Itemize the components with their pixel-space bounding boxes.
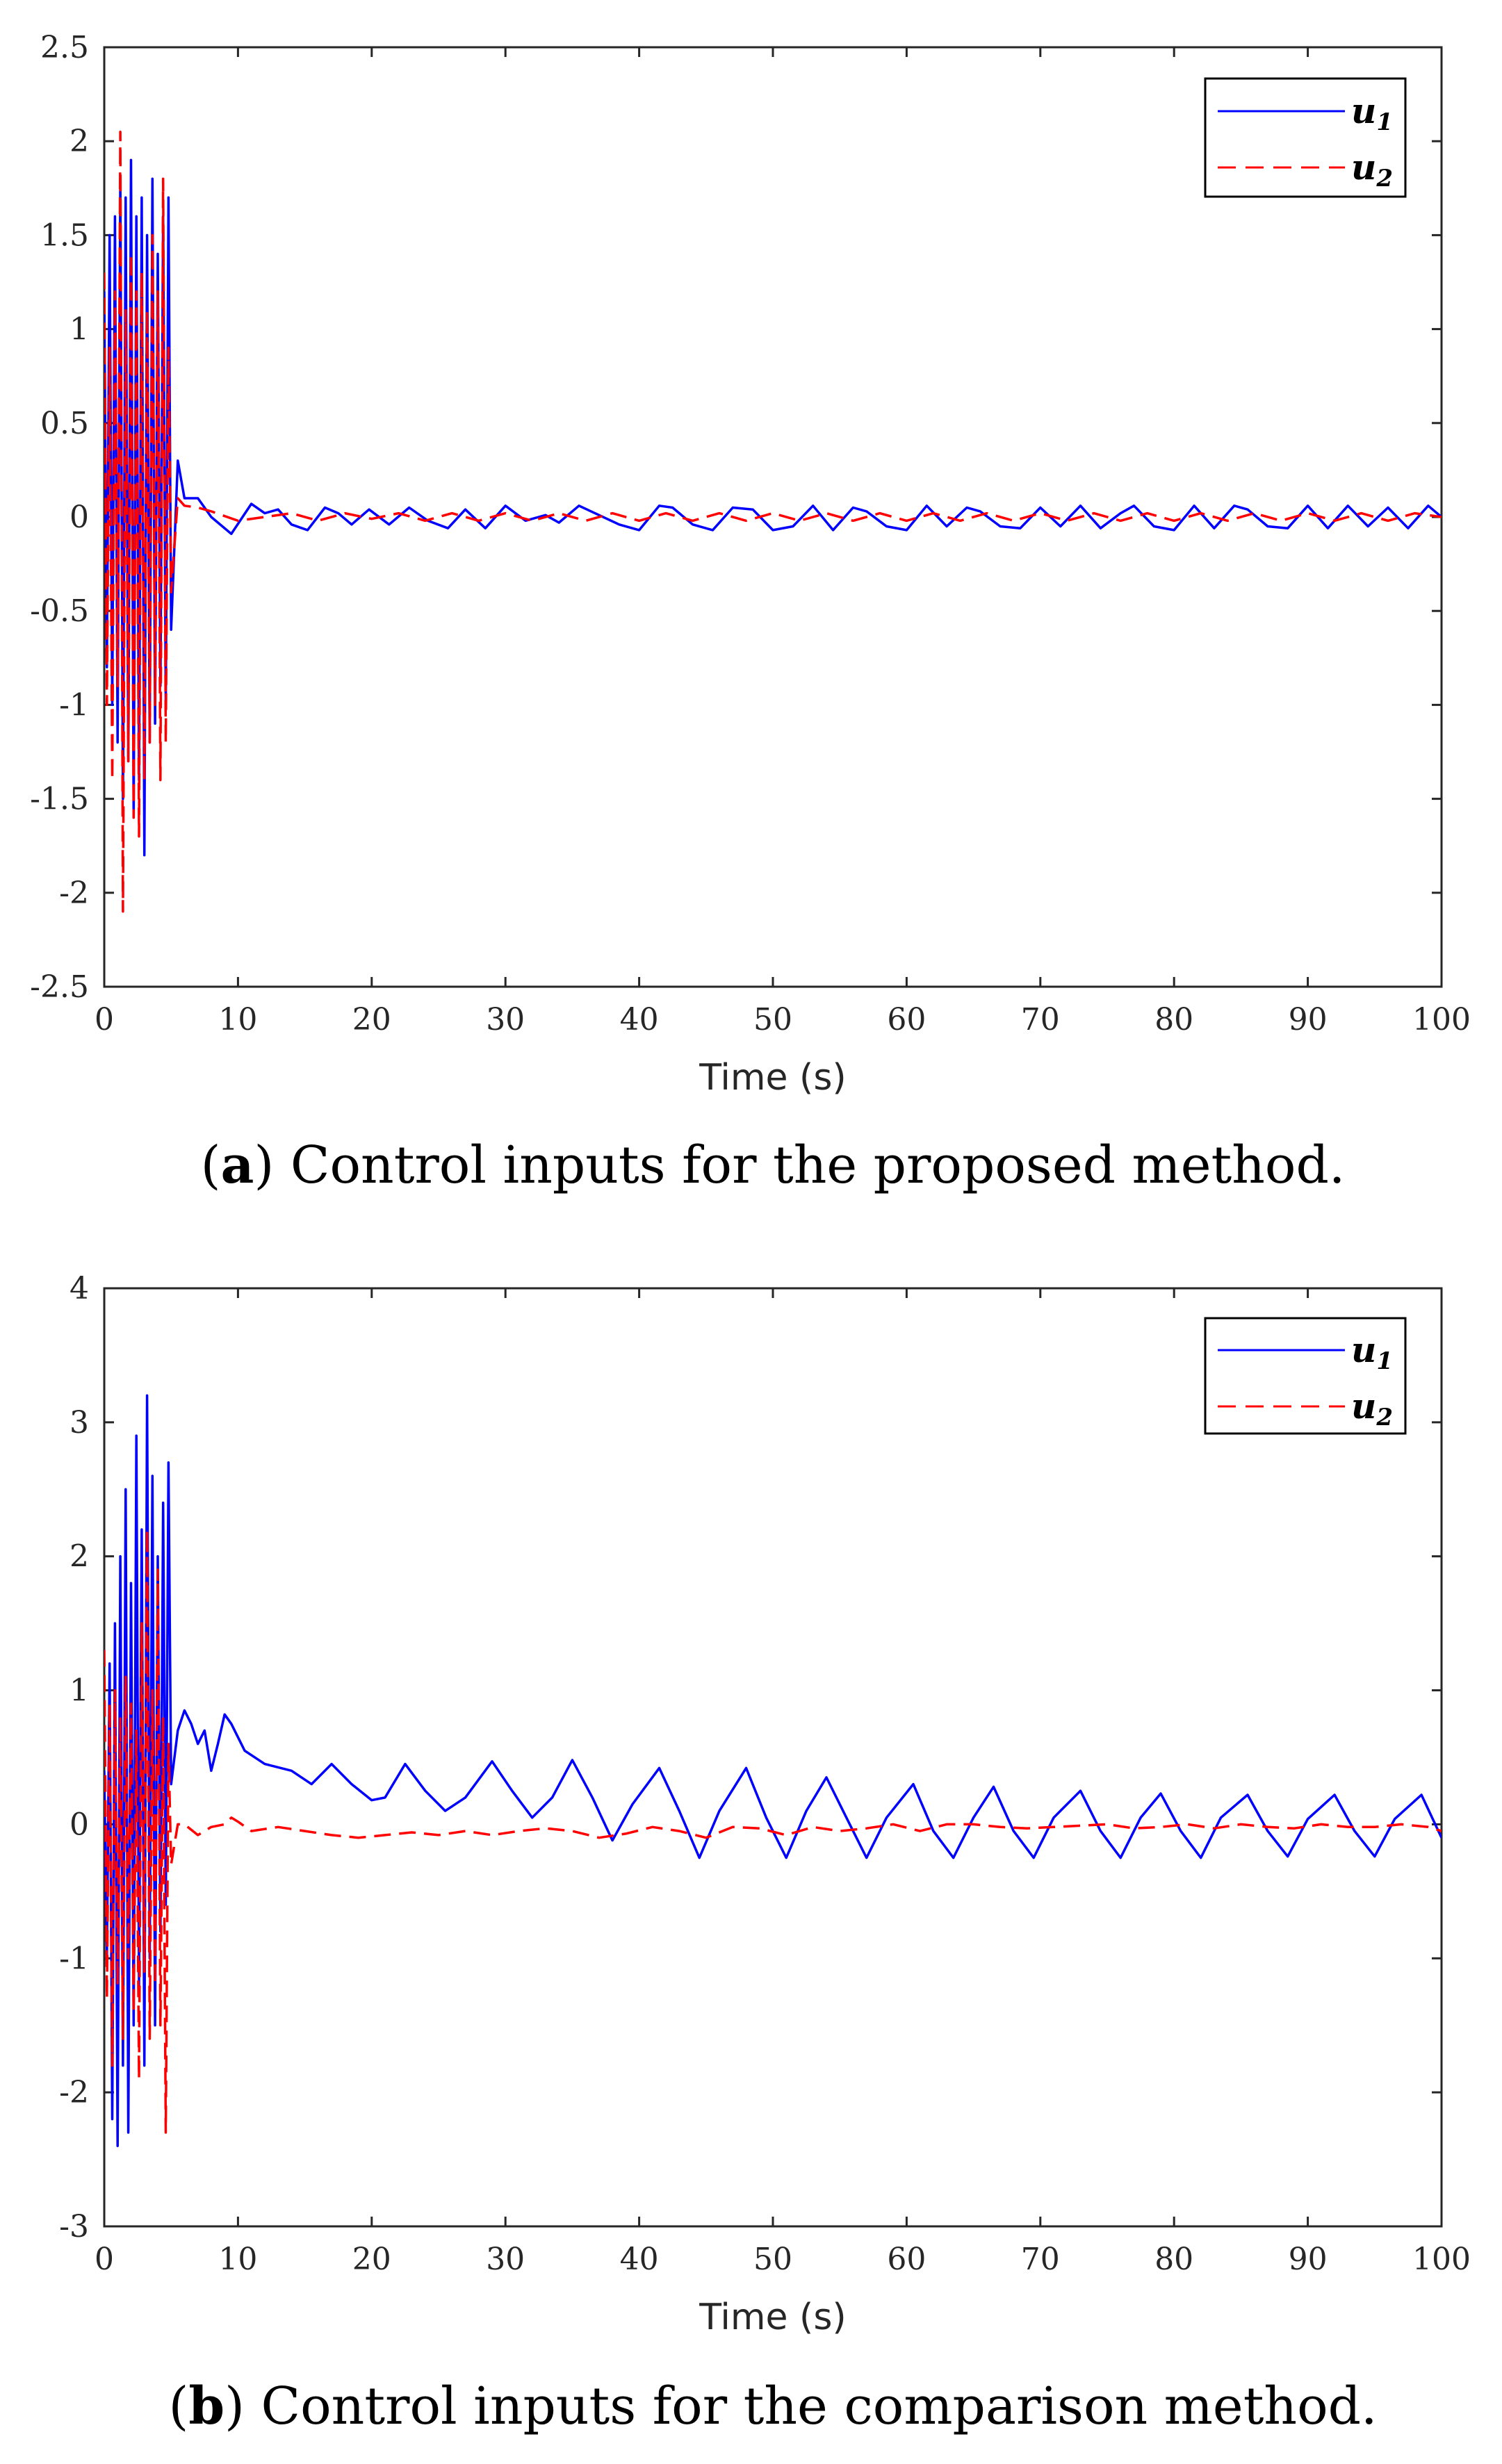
x-tick-label-b: 50	[753, 2242, 792, 2277]
x-tick-label-a: 50	[753, 1002, 792, 1037]
y-tick-label-b: -3	[59, 2209, 89, 2244]
x-axis-label-b: Time (s)	[699, 2297, 846, 2338]
x-tick-label-b: 30	[486, 2242, 525, 2277]
x-tick-label-a: 80	[1154, 1002, 1193, 1037]
plot-area-b	[103, 1287, 1443, 2228]
y-tick-label-a: 0.5	[40, 406, 89, 441]
y-tick-label-b: 2	[70, 1539, 89, 1575]
legend-label-u2-a: u2	[1351, 147, 1393, 192]
y-tick-label-a: 1.5	[40, 217, 89, 253]
y-tick-label-a: -1.5	[30, 782, 89, 817]
y-tick-label-a: -2.5	[30, 969, 89, 1005]
x-tick-label-b: 20	[352, 2242, 391, 2277]
chart-panel-a: 0 10 20 30 40 50 60 70 80 90 100 2.5 2 1.5 1 0.5 0 -0.5 -1…	[30, 30, 1471, 1195]
caption-a: (a) Control inputs for the proposed meth…	[201, 1135, 1346, 1195]
x-tick-label-a: 30	[486, 1002, 525, 1037]
x-tick-label-a: 0	[95, 1002, 114, 1037]
series-group-b	[104, 1394, 1442, 2148]
x-tick-label-b: 80	[1154, 2242, 1193, 2277]
x-tick-label-b: 90	[1289, 2242, 1328, 2277]
y-tick-label-a: -2	[59, 876, 89, 911]
axis-ticks-a: 0 10 20 30 40 50 60 70 80 90 100 2.5 2 1.5 1 0.5 0 -0.5 -1…	[30, 30, 1471, 1037]
x-tick-label-a: 10	[218, 1002, 257, 1037]
y-tick-label-b: -1	[59, 1941, 89, 1976]
x-tick-label-b: 100	[1412, 2242, 1471, 2277]
x-tick-label-a: 60	[887, 1002, 926, 1037]
x-tick-label-b: 60	[887, 2242, 926, 2277]
caption-b: (b) Control inputs for the comparison me…	[168, 2376, 1377, 2436]
x-tick-label-a: 40	[620, 1002, 659, 1037]
series-group-a	[104, 130, 1442, 913]
y-tick-label-a: 1	[70, 312, 89, 347]
y-tick-label-a: -0.5	[30, 593, 89, 629]
x-tick-label-b: 70	[1021, 2242, 1060, 2277]
x-tick-label-b: 40	[620, 2242, 659, 2277]
legend-label-u1-a: u1	[1351, 90, 1393, 136]
legend-b: u1 u2	[1204, 1317, 1407, 1435]
legend-a: u1 u2	[1204, 77, 1407, 198]
x-tick-label-b: 0	[95, 2242, 114, 2277]
y-tick-label-a: -1	[59, 687, 89, 723]
x-tick-label-a: 70	[1021, 1002, 1060, 1037]
legend-label-u1-b: u1	[1351, 1329, 1393, 1375]
x-tick-label-a: 90	[1289, 1002, 1328, 1037]
x-tick-label-b: 10	[218, 2242, 257, 2277]
y-tick-label-a: 2	[70, 124, 89, 159]
y-tick-label-b: 4	[70, 1271, 89, 1306]
legend-label-u2-b: u2	[1351, 1386, 1393, 1431]
y-tick-label-b: 0	[70, 1807, 89, 1842]
y-tick-label-b: 3	[70, 1405, 89, 1440]
series-line-u2-a	[104, 130, 1442, 913]
y-tick-label-a: 2.5	[40, 30, 89, 65]
legend-box-a	[1204, 77, 1407, 198]
x-tick-label-a: 100	[1412, 1002, 1471, 1037]
x-tick-label-a: 20	[352, 1002, 391, 1037]
y-tick-label-a: 0	[70, 500, 89, 535]
x-axis-label-a: Time (s)	[699, 1057, 846, 1099]
series-line-u2-b	[104, 1528, 1442, 2134]
legend-box-b	[1204, 1317, 1407, 1435]
y-tick-label-b: 1	[70, 1673, 89, 1709]
y-tick-label-b: -2	[59, 2075, 89, 2110]
